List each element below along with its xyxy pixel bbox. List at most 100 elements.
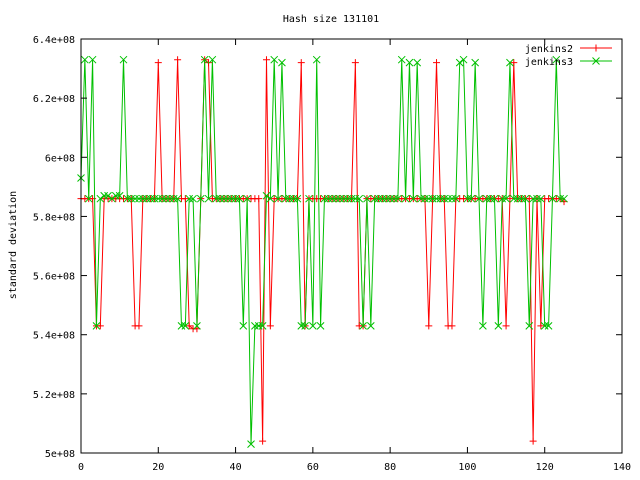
- y-tick-label: 5.6e+08: [33, 272, 75, 283]
- data-point: [351, 194, 360, 203]
- data-point: [297, 59, 305, 67]
- data-point: [343, 194, 352, 203]
- data-point: [297, 321, 306, 330]
- data-point: [529, 194, 537, 203]
- data-point: [332, 194, 340, 203]
- data-point: [502, 322, 510, 330]
- data-point: [359, 321, 367, 330]
- y-tick-label: 6e+08: [45, 153, 75, 164]
- data-point: [494, 321, 503, 330]
- data-point: [436, 194, 445, 203]
- data-point: [316, 321, 325, 330]
- x-tick-label: 140: [613, 462, 631, 473]
- data-point: [428, 194, 437, 203]
- data-point: [259, 437, 267, 445]
- legend-label-jenkins2: jenkins2: [525, 44, 573, 55]
- data-point: [378, 194, 387, 203]
- data-point: [100, 191, 109, 200]
- data-point: [405, 58, 414, 67]
- data-point: [382, 194, 391, 203]
- y-tick-label: 5.4e+08: [33, 331, 75, 342]
- data-point: [181, 195, 189, 203]
- data-point: [154, 59, 162, 67]
- data-point: [328, 194, 337, 203]
- data-point: [135, 194, 143, 203]
- x-tick-label: 120: [536, 462, 554, 473]
- data-point: [490, 194, 499, 203]
- data-point: [347, 194, 356, 203]
- chart-title: Hash size 131101: [283, 14, 379, 25]
- data-point: [506, 195, 514, 203]
- data-point: [131, 194, 139, 203]
- data-point: [529, 437, 537, 445]
- data-point: [482, 194, 491, 203]
- data-point: [123, 194, 132, 203]
- data-point: [135, 322, 143, 330]
- data-point: [92, 321, 101, 330]
- data-point: [309, 321, 317, 330]
- x-tick-label: 20: [152, 462, 164, 473]
- series-line-jenkins3: [80, 58, 565, 445]
- data-point: [544, 321, 553, 330]
- data-point: [413, 58, 422, 67]
- data-point: [208, 55, 217, 64]
- data-point: [216, 194, 224, 203]
- data-point: [421, 194, 429, 203]
- y-tick-label: 5.2e+08: [33, 390, 75, 401]
- data-point: [185, 322, 193, 330]
- data-point: [390, 194, 398, 203]
- series-jenkins3: [77, 55, 568, 448]
- data-point: [177, 321, 186, 330]
- data-point: [185, 194, 194, 203]
- data-point: [444, 194, 452, 203]
- data-point: [448, 194, 456, 203]
- data-point: [433, 59, 441, 67]
- data-point: [196, 194, 205, 203]
- data-point: [448, 322, 456, 330]
- data-point: [96, 194, 105, 203]
- x-tick-label: 60: [307, 462, 319, 473]
- data-point: [146, 194, 155, 203]
- data-point: [417, 194, 425, 203]
- data-point: [548, 194, 557, 203]
- data-point: [401, 194, 410, 203]
- data-point: [409, 194, 418, 203]
- data-point: [258, 321, 267, 330]
- data-point: [324, 194, 333, 203]
- data-point: [115, 191, 124, 200]
- data-point: [111, 191, 120, 200]
- data-point: [510, 59, 518, 67]
- data-point: [119, 55, 128, 64]
- data-point: [536, 194, 545, 203]
- series-layer: [77, 55, 568, 448]
- data-point: [521, 194, 530, 203]
- y-tick-label: 5e+08: [45, 449, 75, 460]
- y-tick-label: 6.2e+08: [33, 94, 75, 105]
- axis-layer: 0 20 40 60 80 100 120 140 5e+08 5.2e+08 5.4e+08 5.6…: [33, 35, 631, 473]
- data-point: [467, 194, 476, 203]
- plot-frame: [80, 38, 623, 454]
- data-point: [305, 194, 313, 203]
- data-point: [336, 194, 344, 203]
- data-point: [235, 194, 244, 203]
- data-point: [150, 194, 159, 203]
- data-point: [479, 321, 487, 330]
- data-point: [533, 194, 541, 203]
- data-point: [556, 194, 565, 203]
- data-point: [537, 322, 545, 330]
- data-point: [498, 194, 507, 203]
- data-point: [513, 194, 522, 203]
- data-point: [166, 194, 174, 203]
- data-point: [205, 59, 213, 67]
- data-point: [262, 56, 270, 64]
- x-tick-label: 80: [384, 462, 396, 473]
- data-point: [181, 321, 190, 330]
- data-point: [138, 194, 147, 203]
- data-point: [270, 55, 279, 64]
- data-point: [463, 194, 472, 203]
- data-point: [502, 194, 510, 203]
- data-point: [440, 194, 449, 203]
- data-point: [223, 194, 232, 203]
- data-point: [142, 194, 151, 203]
